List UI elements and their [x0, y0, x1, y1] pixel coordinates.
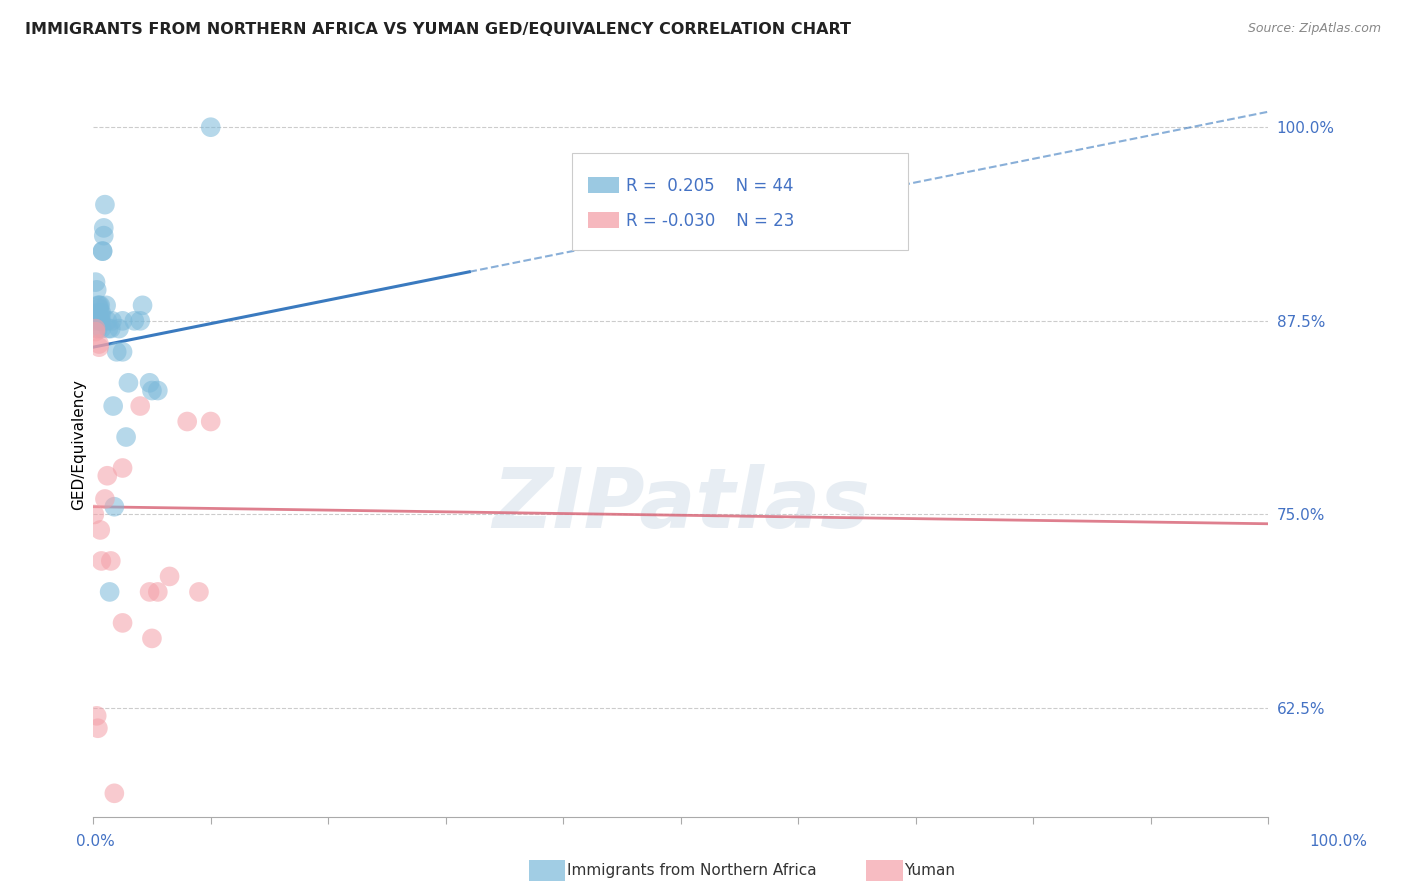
- Point: [98, 585, 121, 599]
- Point: [87, 337, 110, 351]
- Point: [87, 298, 110, 312]
- Text: ZIPatlas: ZIPatlas: [492, 464, 870, 545]
- Point: [89, 314, 111, 328]
- Point: [90, 314, 112, 328]
- Point: [141, 632, 163, 646]
- Point: [129, 314, 152, 328]
- Point: [89, 314, 111, 328]
- Text: IMMIGRANTS FROM NORTHERN AFRICA VS YUMAN GED/EQUIVALENCY CORRELATION CHART: IMMIGRANTS FROM NORTHERN AFRICA VS YUMAN…: [25, 22, 851, 37]
- Point: [105, 344, 128, 359]
- Point: [87, 309, 110, 323]
- Point: [96, 314, 118, 328]
- Point: [146, 585, 169, 599]
- Point: [90, 306, 112, 320]
- Point: [84, 275, 107, 289]
- Point: [146, 384, 169, 398]
- Point: [87, 321, 110, 335]
- Point: [84, 325, 107, 339]
- Point: [141, 384, 163, 398]
- Point: [87, 309, 110, 323]
- Point: [83, 314, 105, 328]
- Point: [97, 321, 120, 335]
- Point: [86, 306, 108, 320]
- Point: [86, 709, 108, 723]
- Point: [94, 491, 117, 506]
- Point: [138, 585, 160, 599]
- Point: [111, 615, 134, 630]
- Point: [111, 314, 134, 328]
- Point: [94, 197, 117, 211]
- Point: [90, 554, 112, 568]
- Text: R = -0.030    N = 23: R = -0.030 N = 23: [626, 212, 794, 230]
- Point: [129, 399, 152, 413]
- Point: [84, 321, 107, 335]
- Point: [89, 523, 111, 537]
- Point: [138, 376, 160, 390]
- Point: [159, 569, 181, 583]
- Point: [111, 461, 134, 475]
- Point: [87, 301, 110, 316]
- Point: [131, 298, 153, 312]
- Point: [87, 721, 110, 735]
- Point: [91, 244, 114, 259]
- Point: [83, 508, 105, 522]
- Point: [87, 314, 110, 328]
- Point: [100, 554, 122, 568]
- Y-axis label: GED/Equivalency: GED/Equivalency: [72, 379, 86, 510]
- Point: [176, 415, 198, 429]
- Point: [200, 415, 222, 429]
- Point: [91, 244, 114, 259]
- Point: [188, 585, 211, 599]
- Text: Source: ZipAtlas.com: Source: ZipAtlas.com: [1247, 22, 1381, 36]
- Point: [124, 314, 146, 328]
- Text: R =  0.205    N = 44: R = 0.205 N = 44: [626, 177, 793, 195]
- Point: [89, 298, 111, 312]
- Point: [103, 500, 125, 514]
- FancyBboxPatch shape: [588, 211, 619, 228]
- Point: [100, 321, 122, 335]
- Text: Immigrants from Northern Africa: Immigrants from Northern Africa: [567, 863, 817, 878]
- Text: Yuman: Yuman: [904, 863, 955, 878]
- Text: 0.0%: 0.0%: [76, 834, 115, 848]
- Point: [86, 283, 108, 297]
- Point: [108, 321, 131, 335]
- Text: 100.0%: 100.0%: [1309, 834, 1368, 848]
- Point: [115, 430, 138, 444]
- Point: [200, 120, 222, 135]
- Point: [103, 786, 125, 800]
- Point: [93, 220, 115, 235]
- Point: [96, 468, 118, 483]
- Point: [101, 399, 124, 413]
- Point: [117, 376, 139, 390]
- Point: [87, 298, 110, 312]
- Point: [111, 344, 134, 359]
- Point: [93, 228, 115, 243]
- FancyBboxPatch shape: [571, 153, 908, 250]
- Point: [87, 340, 110, 354]
- Point: [94, 298, 117, 312]
- Point: [101, 314, 124, 328]
- Point: [89, 306, 111, 320]
- FancyBboxPatch shape: [588, 177, 619, 194]
- Point: [90, 321, 112, 335]
